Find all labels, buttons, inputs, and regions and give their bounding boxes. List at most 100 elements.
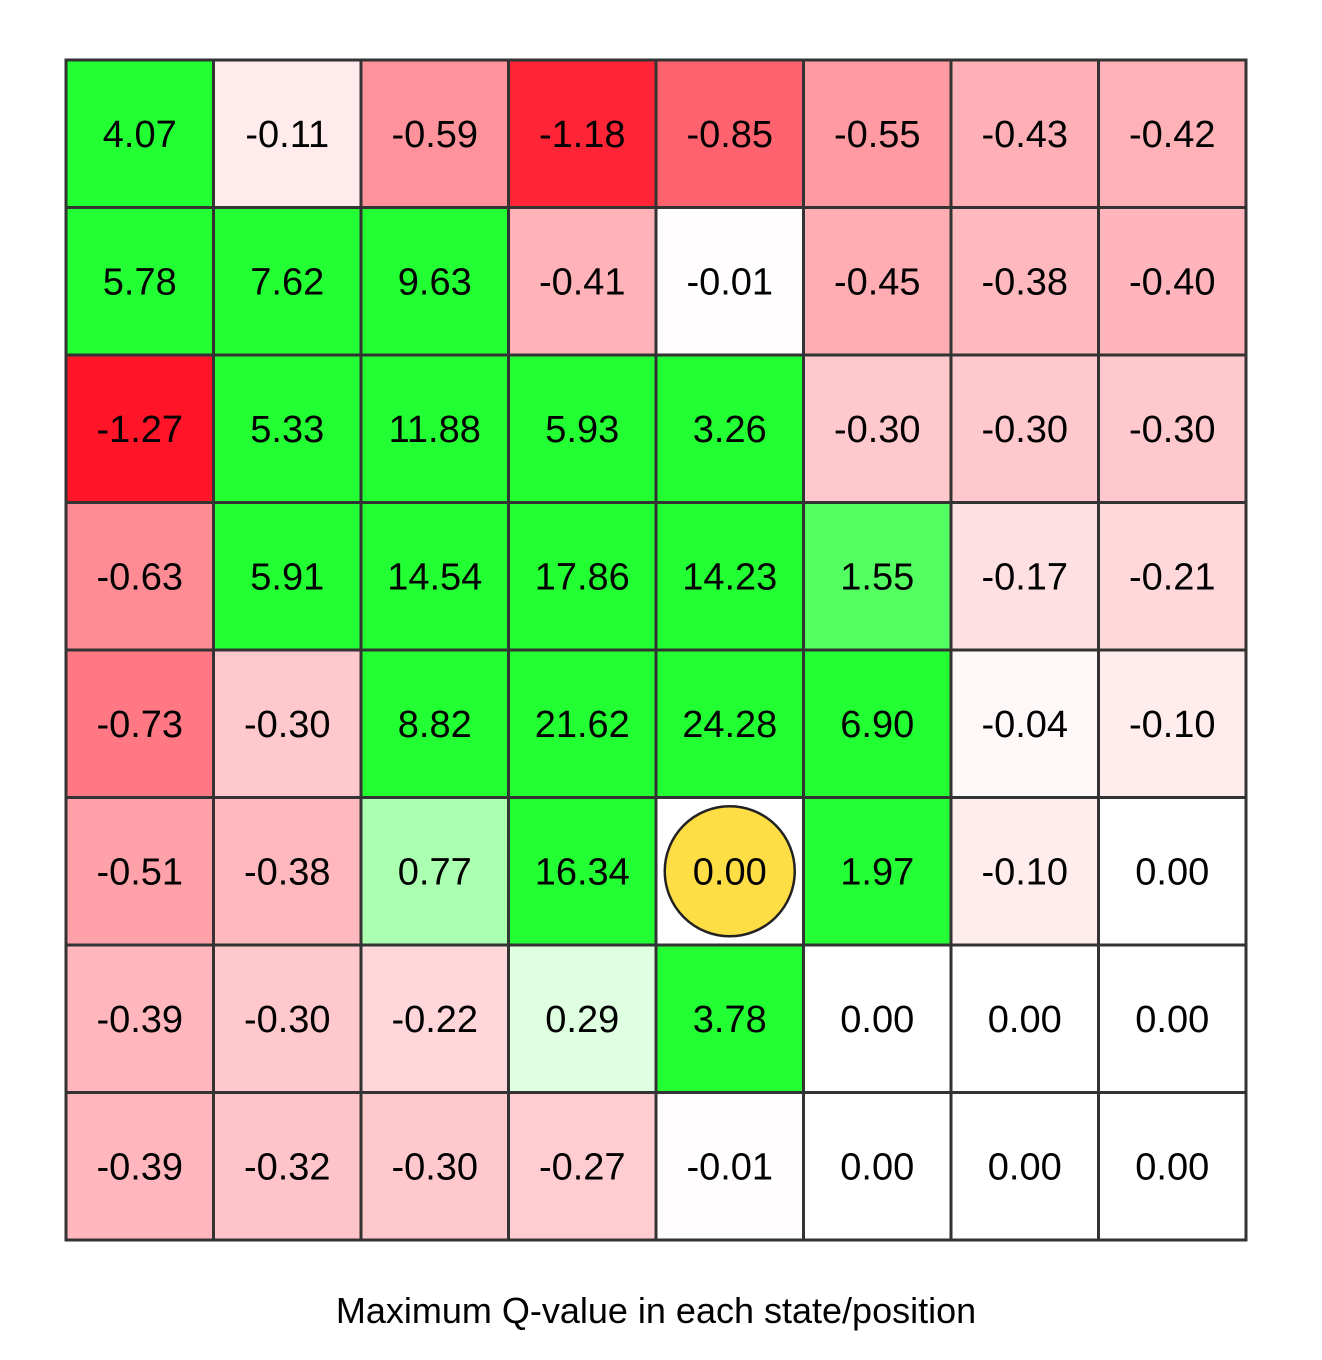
cell-value-r5-c1: -0.38 [244, 851, 331, 893]
heatmap-cell-r7-c0 [64, 1091, 215, 1242]
cell-value-r0-c4: -0.85 [686, 114, 773, 156]
heatmap-cell-r6-c6 [949, 943, 1100, 1094]
cell-value-r7-c0: -0.39 [96, 1146, 183, 1188]
cell-value-r6-c1: -0.30 [244, 999, 331, 1041]
heatmap-cell-r4-c4 [654, 648, 805, 799]
heatmap-cell-r7-c5 [802, 1091, 953, 1242]
cell-value-r4-c3: 21.62 [535, 704, 630, 746]
cell-value-r3-c7: -0.21 [1129, 556, 1216, 598]
cell-value-r1-c7: -0.40 [1129, 261, 1216, 303]
heatmap-cell-r6-c2 [359, 943, 510, 1094]
cell-value-r7-c2: -0.30 [391, 1146, 478, 1188]
heatmap-cell-r0-c7 [1097, 58, 1248, 209]
cell-value-r6-c5: 0.00 [840, 999, 914, 1041]
heatmap-value-labels: 4.07 -0.11 -0.59 -1.18 -0.85 -0.55 -0.43 -0.42 5… [96, 114, 1215, 1189]
cell-value-r5-c7: 0.00 [1135, 851, 1209, 893]
cell-value-r0-c5: -0.55 [834, 114, 921, 156]
cell-value-r5-c4: 0.00 [693, 851, 767, 893]
heatmap-cell-r6-c0 [64, 943, 215, 1094]
heatmap-cell-r1-c3 [507, 206, 658, 357]
cell-value-r0-c3: -1.18 [539, 114, 626, 156]
cell-value-r2-c3: 5.93 [545, 409, 619, 451]
cell-value-r3-c4: 14.23 [682, 556, 777, 598]
heatmap-cell-r4-c3 [507, 648, 658, 799]
heatmap-cell-r0-c1 [212, 58, 363, 209]
cell-value-r6-c0: -0.39 [96, 999, 183, 1041]
heatmap-cell-r6-c1 [212, 943, 363, 1094]
cell-value-r4-c1: -0.30 [244, 704, 331, 746]
cell-value-r0-c2: -0.59 [391, 114, 478, 156]
agent-position-marker [663, 805, 796, 938]
cell-value-r2-c2: 11.88 [389, 409, 481, 451]
cell-value-r6-c2: -0.22 [391, 999, 478, 1041]
heatmap-cell-r5-c2 [359, 796, 510, 947]
cell-value-r3-c2: 14.54 [387, 556, 482, 598]
heatmap-cell-r2-c1 [212, 353, 363, 504]
cell-value-r4-c4: 24.28 [682, 704, 777, 746]
cell-value-r1-c1: 7.62 [250, 261, 324, 303]
cell-value-r6-c7: 0.00 [1135, 999, 1209, 1041]
cell-value-r4-c7: -0.10 [1129, 704, 1216, 746]
heatmap-cell-r5-c1 [212, 796, 363, 947]
cell-value-r1-c6: -0.38 [981, 261, 1068, 303]
heatmap-cell-r0-c0 [64, 58, 215, 209]
heatmap-cell-r7-c4 [654, 1091, 805, 1242]
heatmap-cell-r6-c7 [1097, 943, 1248, 1094]
cell-value-r7-c7: 0.00 [1135, 1146, 1209, 1188]
cell-value-r3-c3: 17.86 [535, 556, 630, 598]
cell-value-r0-c7: -0.42 [1129, 114, 1216, 156]
heatmap-cell-r6-c4 [654, 943, 805, 1094]
heatmap-cell-r2-c3 [507, 353, 658, 504]
cell-value-r3-c1: 5.91 [250, 556, 324, 598]
cell-value-r3-c0: -0.63 [96, 556, 183, 598]
cell-value-r2-c4: 3.26 [693, 409, 767, 451]
heatmap-cell-r3-c4 [654, 501, 805, 652]
heatmap-cell-r1-c7 [1097, 206, 1248, 357]
cell-value-r0-c1: -0.11 [245, 114, 329, 156]
heatmap-cell-r2-c6 [949, 353, 1100, 504]
heatmap-cell-r7-c2 [359, 1091, 510, 1242]
q-value-heatmap: 4.07 -0.11 -0.59 -1.18 -0.85 -0.55 -0.43 -0.42 5… [64, 58, 1248, 1242]
cell-value-r1-c0: 5.78 [103, 261, 177, 303]
cell-value-r5-c0: -0.51 [96, 851, 183, 893]
cell-value-r1-c2: 9.63 [398, 261, 472, 303]
cell-value-r1-c4: -0.01 [686, 261, 773, 303]
cell-value-r2-c1: 5.33 [250, 409, 324, 451]
heatmap-cell-r0-c5 [802, 58, 953, 209]
heatmap-cell-r4-c6 [949, 648, 1100, 799]
cell-value-r7-c4: -0.01 [686, 1146, 773, 1188]
heatmap-cell-r7-c3 [507, 1091, 658, 1242]
chart-caption: Maximum Q-value in each state/position [335, 1290, 977, 1331]
cell-value-r2-c6: -0.30 [981, 409, 1068, 451]
heatmap-cell-r3-c2 [359, 501, 510, 652]
cell-value-r4-c5: 6.90 [840, 704, 914, 746]
heatmap-cell-r2-c7 [1097, 353, 1248, 504]
heatmap-cell-r3-c6 [949, 501, 1100, 652]
cell-value-r7-c5: 0.00 [840, 1146, 914, 1188]
heatmap-cell-r5-c7 [1097, 796, 1248, 947]
cell-value-r6-c4: 3.78 [693, 999, 767, 1041]
cell-value-r5-c3: 16.34 [535, 851, 630, 893]
heatmap-cell-r5-c6 [949, 796, 1100, 947]
cell-value-r5-c5: 1.97 [840, 851, 914, 893]
cell-value-r0-c0: 4.07 [103, 114, 177, 156]
heatmap-cell-r5-c5 [802, 796, 953, 947]
heatmap-cell-r7-c7 [1097, 1091, 1248, 1242]
cell-value-r1-c5: -0.45 [834, 261, 921, 303]
cell-value-r6-c3: 0.29 [545, 999, 619, 1041]
cell-value-r1-c3: -0.41 [539, 261, 626, 303]
cell-value-r2-c0: -1.27 [96, 409, 183, 451]
cell-value-r4-c0: -0.73 [96, 704, 183, 746]
heatmap-cell-r0-c2 [359, 58, 510, 209]
heatmap-cell-r6-c5 [802, 943, 953, 1094]
heatmap-cell-r4-c7 [1097, 648, 1248, 799]
heatmap-cell-r2-c2 [359, 353, 510, 504]
cell-value-r6-c6: 0.00 [988, 999, 1062, 1041]
cell-value-r2-c5: -0.30 [834, 409, 921, 451]
heatmap-cell-r2-c5 [802, 353, 953, 504]
heatmap-cell-r2-c4 [654, 353, 805, 504]
cell-value-r5-c2: 0.77 [398, 851, 472, 893]
heatmap-cell-r1-c5 [802, 206, 953, 357]
agent-marker-layer [663, 805, 796, 938]
cell-value-r4-c2: 8.82 [398, 704, 472, 746]
